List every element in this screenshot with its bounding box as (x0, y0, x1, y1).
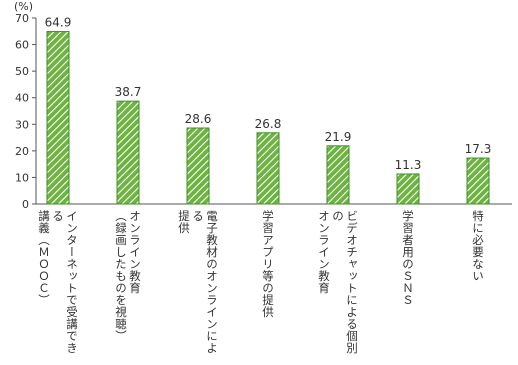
bar (466, 157, 490, 205)
bar (46, 31, 70, 205)
y-tick-label: 30 (15, 118, 29, 131)
x-tick-label: 学習者用のＳＮＳ (401, 210, 415, 306)
y-tick-label: 40 (15, 92, 29, 105)
bar (326, 145, 350, 205)
x-tick-label: 電子教材のオンラインによる 提供 (177, 210, 219, 354)
y-unit: (%) (14, 0, 33, 13)
y-tick-label: 50 (15, 65, 29, 78)
x-tick-label: インターネットで受講できる 講義（ＭＯＯＣ） (37, 210, 79, 354)
value-label: 21.9 (325, 130, 352, 144)
value-label: 28.6 (185, 112, 212, 126)
value-label: 11.3 (395, 158, 422, 172)
value-label: 26.8 (255, 117, 282, 131)
value-label: 17.3 (465, 142, 492, 156)
y-tick-label: 0 (22, 198, 29, 211)
bar (186, 127, 210, 205)
bar (256, 132, 280, 205)
x-tick-label: 特に必要ない (471, 210, 485, 282)
x-tick-label: オンライン教育 （録画したものを視聴） (114, 210, 142, 342)
bar (116, 100, 140, 205)
x-tick-label: ビデオチャットによる個別の オンライン教育 (317, 210, 359, 354)
bar (396, 173, 420, 205)
y-tick-label: 70 (15, 12, 29, 25)
y-tick-label: 20 (15, 145, 29, 158)
value-label: 64.9 (45, 16, 72, 30)
y-tick-label: 10 (15, 171, 29, 184)
x-tick-label: 学習アプリ等の提供 (261, 210, 275, 318)
value-label: 38.7 (115, 85, 142, 99)
y-tick-label: 60 (15, 39, 29, 52)
